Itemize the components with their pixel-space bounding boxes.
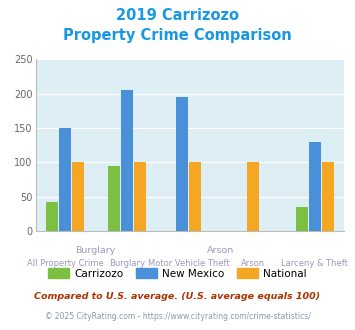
Bar bbox=[72, 162, 84, 231]
Bar bbox=[121, 90, 133, 231]
Text: All Property Crime: All Property Crime bbox=[27, 259, 103, 268]
Text: Property Crime Comparison: Property Crime Comparison bbox=[63, 28, 292, 43]
Text: Arson: Arson bbox=[241, 259, 265, 268]
Bar bbox=[322, 162, 334, 231]
Text: Burglary: Burglary bbox=[109, 259, 145, 268]
Text: 2019 Carrizozo: 2019 Carrizozo bbox=[116, 8, 239, 23]
Legend: Carrizozo, New Mexico, National: Carrizozo, New Mexico, National bbox=[44, 264, 311, 283]
Bar bbox=[176, 97, 188, 231]
Bar bbox=[108, 166, 120, 231]
Bar bbox=[189, 162, 201, 231]
Bar bbox=[309, 142, 321, 231]
Text: Larceny & Theft: Larceny & Theft bbox=[282, 259, 348, 268]
Text: Compared to U.S. average. (U.S. average equals 100): Compared to U.S. average. (U.S. average … bbox=[34, 292, 321, 301]
Bar bbox=[296, 207, 308, 231]
Text: Burglary: Burglary bbox=[76, 246, 116, 255]
Text: Motor Vehicle Theft: Motor Vehicle Theft bbox=[148, 259, 229, 268]
Text: © 2025 CityRating.com - https://www.cityrating.com/crime-statistics/: © 2025 CityRating.com - https://www.city… bbox=[45, 312, 310, 321]
Bar bbox=[46, 202, 58, 231]
Bar bbox=[134, 162, 146, 231]
Text: Arson: Arson bbox=[207, 246, 234, 255]
Bar bbox=[247, 162, 259, 231]
Bar bbox=[59, 128, 71, 231]
